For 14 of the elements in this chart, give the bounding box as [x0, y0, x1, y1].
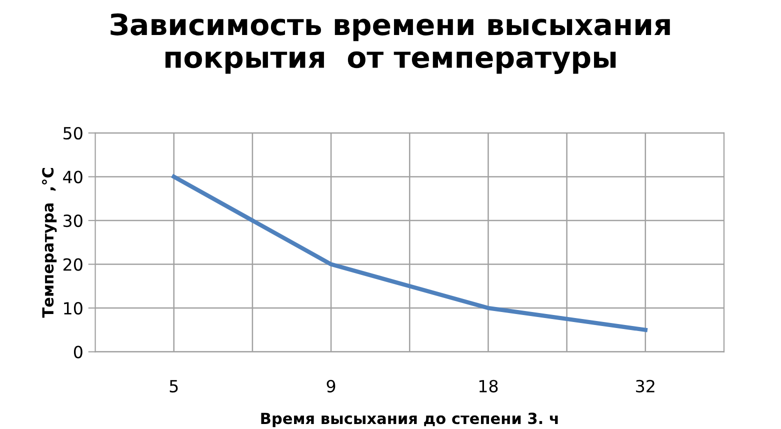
y-tick-label: 0	[74, 346, 82, 358]
x-tick-label: 9	[326, 380, 336, 392]
x-tick-label: 18	[479, 380, 498, 392]
y-tick-label: 20	[63, 258, 82, 271]
x-tick-label: 32	[636, 380, 654, 392]
y-tick-label: 10	[64, 302, 82, 315]
line-series	[172, 174, 648, 332]
y-axis-title: Температура ,°С	[42, 168, 57, 318]
x-axis-title: Время высыхания до степени 3. ч	[261, 412, 558, 428]
y-tick-label: 50	[64, 126, 82, 140]
y-tick-label: 30	[64, 214, 82, 228]
y-tick-label: 40	[63, 170, 82, 184]
x-tick-label: 5	[170, 380, 178, 392]
chart-title: Зависимость времени высыхания покрытия от температуры	[110, 13, 670, 74]
